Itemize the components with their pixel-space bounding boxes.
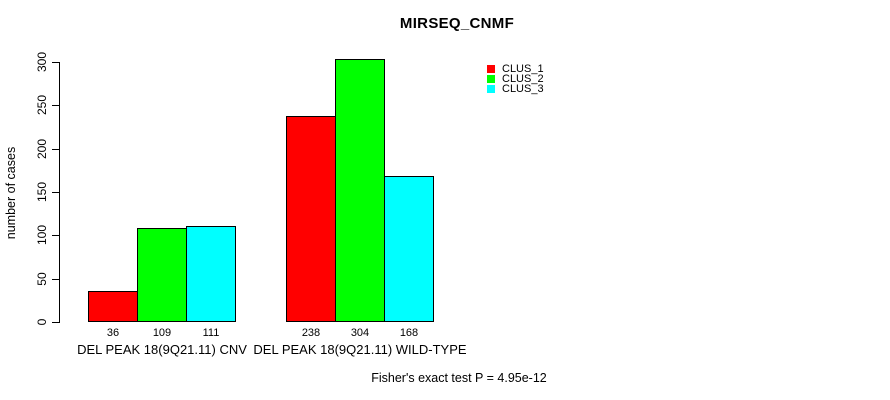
y-axis-tick bbox=[52, 322, 59, 323]
x-category-label: DEL PEAK 18(9Q21.11) CNV bbox=[77, 342, 247, 357]
bar-clus_2-group1 bbox=[137, 228, 187, 322]
y-axis-tick-label: 250 bbox=[35, 95, 49, 116]
y-axis-tick-label: 0 bbox=[35, 318, 49, 326]
y-axis-tick bbox=[52, 235, 59, 237]
legend-label: CLUS_1 bbox=[502, 63, 544, 75]
bar-clus_1-group1 bbox=[88, 291, 138, 322]
y-axis-tick bbox=[52, 278, 59, 280]
y-axis-tick bbox=[52, 105, 59, 107]
bar-value-label: 168 bbox=[399, 327, 419, 339]
y-axis-tick-label: 50 bbox=[35, 271, 49, 286]
bar-clus_1-group2 bbox=[286, 116, 336, 322]
y-axis-tick bbox=[52, 192, 59, 193]
bar-clus_2-group2 bbox=[335, 59, 385, 322]
legend-swatch-clus_2 bbox=[487, 75, 495, 83]
legend-swatch-clus_3 bbox=[487, 85, 495, 93]
bar-clus_3-group1 bbox=[186, 226, 236, 322]
legend-item-clus_3: CLUS_3 bbox=[487, 83, 544, 95]
bar-value-label: 238 bbox=[301, 327, 321, 339]
y-axis-line bbox=[59, 62, 60, 323]
y-axis-tick-label: 200 bbox=[35, 138, 49, 159]
annotation-text: Fisher's exact test P = 4.95e-12 bbox=[371, 371, 547, 385]
y-axis-tick bbox=[52, 148, 59, 150]
legend-label: CLUS_3 bbox=[502, 83, 544, 95]
y-axis-tick-label: 150 bbox=[35, 181, 49, 203]
x-category-label: DEL PEAK 18(9Q21.11) WILD-TYPE bbox=[253, 342, 467, 357]
legend-item-clus_2: CLUS_2 bbox=[487, 73, 544, 85]
y-axis-title: number of cases bbox=[4, 146, 18, 240]
y-axis-tick-label: 300 bbox=[35, 51, 49, 73]
legend-label: CLUS_2 bbox=[502, 73, 544, 85]
legend: CLUS_1 CLUS_2 CLUS_3 bbox=[487, 63, 544, 95]
bar-value-label: 111 bbox=[202, 327, 220, 339]
bar-clus_3-group2 bbox=[384, 176, 434, 322]
legend-item-clus_1: CLUS_1 bbox=[487, 63, 544, 75]
bar-value-label: 36 bbox=[106, 327, 120, 339]
y-axis-tick-label: 100 bbox=[35, 225, 49, 246]
legend-swatch-clus_1 bbox=[487, 65, 495, 73]
y-axis-tick bbox=[52, 62, 59, 63]
bar-value-label: 109 bbox=[152, 327, 172, 339]
chart-title: MIRSEQ_CNMF bbox=[399, 15, 515, 32]
bar-value-label: 304 bbox=[350, 327, 370, 339]
